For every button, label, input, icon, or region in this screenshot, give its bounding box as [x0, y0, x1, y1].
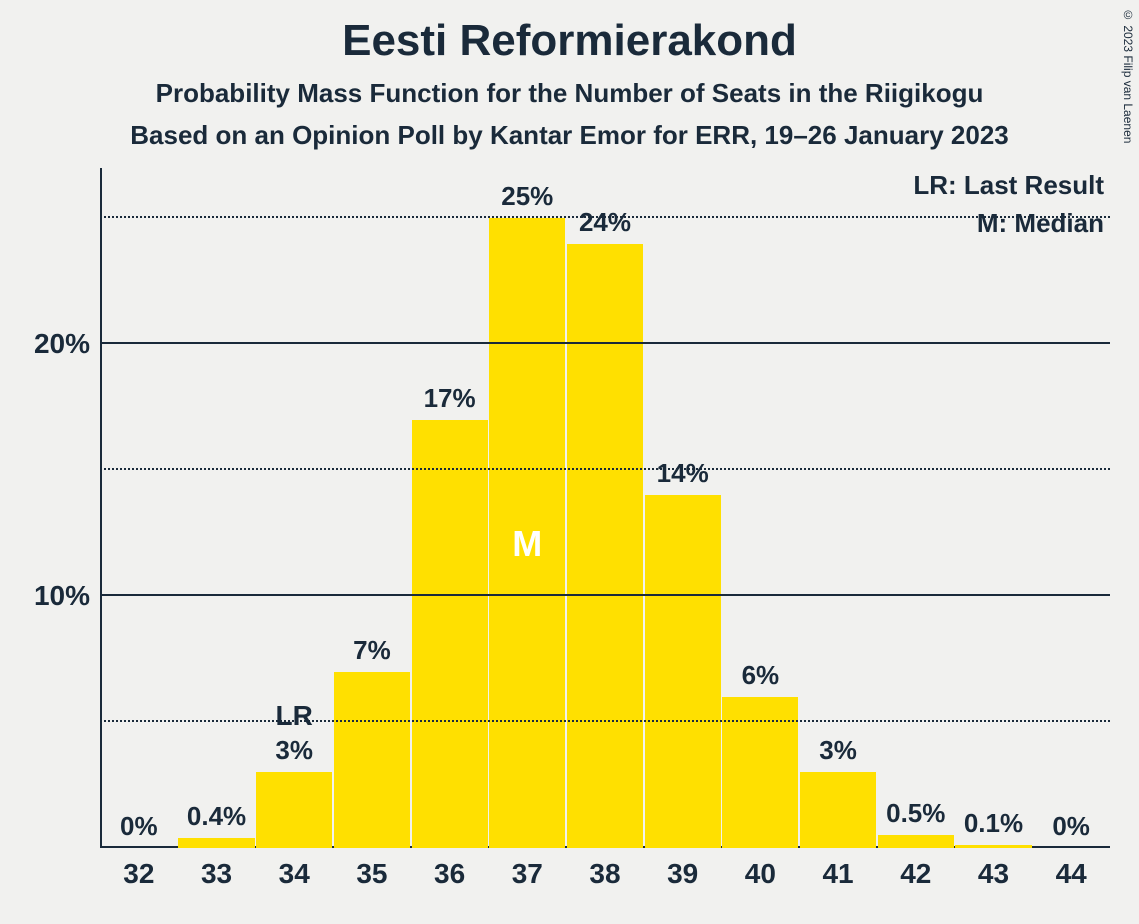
bar-value-label: 6%	[722, 660, 800, 691]
bar-slot: 25%M37	[488, 168, 566, 848]
bar-slot: 0.4%33	[178, 168, 256, 848]
copyright-text: © 2023 Filip van Laenen	[1121, 8, 1135, 143]
bar-value-label: 0%	[100, 811, 178, 842]
x-axis-label: 36	[411, 848, 489, 890]
grid-minor-line	[100, 216, 1110, 218]
x-axis-label: 40	[722, 848, 800, 890]
bar	[645, 495, 721, 848]
bar	[412, 420, 488, 848]
grid-major-line	[100, 594, 1110, 596]
bar	[178, 838, 254, 848]
median-mark: M	[488, 523, 566, 565]
x-axis-label: 37	[488, 848, 566, 890]
bar-value-label: 7%	[333, 635, 411, 666]
chart-subtitle-2: Based on an Opinion Poll by Kantar Emor …	[0, 120, 1139, 151]
bar-value-label: 14%	[644, 458, 722, 489]
x-axis-label: 43	[955, 848, 1033, 890]
bar-value-label: 0.1%	[955, 808, 1033, 839]
grid-minor-line	[100, 720, 1110, 722]
bar	[256, 772, 332, 848]
x-axis-label: 39	[644, 848, 722, 890]
bars-container: 0%320.4%333%LR347%3517%3625%M3724%3814%3…	[100, 168, 1110, 848]
legend-lr: LR: Last Result	[913, 170, 1104, 201]
chart-root: Eesti Reformierakond Probability Mass Fu…	[0, 0, 1139, 924]
x-axis-label: 41	[799, 848, 877, 890]
x-axis-label: 34	[255, 848, 333, 890]
x-axis-label: 44	[1032, 848, 1110, 890]
bar-value-label: 0%	[1032, 811, 1110, 842]
chart-subtitle-1: Probability Mass Function for the Number…	[0, 78, 1139, 109]
bar-value-label: 0.4%	[178, 801, 256, 832]
bar-value-label: 25%	[488, 181, 566, 212]
y-axis-label: 10%	[34, 580, 90, 612]
x-axis-label: 32	[100, 848, 178, 890]
bar-slot: 7%35	[333, 168, 411, 848]
bar-slot: 3%LR34	[255, 168, 333, 848]
bar-slot: 14%39	[644, 168, 722, 848]
x-axis-label: 38	[566, 848, 644, 890]
x-axis-label: 42	[877, 848, 955, 890]
bar-value-label: 0.5%	[877, 798, 955, 829]
plot-area: 0%320.4%333%LR347%3517%3625%M3724%3814%3…	[100, 168, 1110, 848]
bar-value-label: 24%	[566, 207, 644, 238]
bar	[567, 244, 643, 848]
bar-slot: 3%41	[799, 168, 877, 848]
bar-slot: 17%36	[411, 168, 489, 848]
bar-slot: 24%38	[566, 168, 644, 848]
bar	[334, 672, 410, 848]
grid-minor-line	[100, 468, 1110, 470]
bar-slot: 0.5%42	[877, 168, 955, 848]
lr-mark: LR	[255, 700, 333, 732]
x-axis-label: 35	[333, 848, 411, 890]
bar-slot: 0.1%43	[955, 168, 1033, 848]
y-axis-label: 20%	[34, 328, 90, 360]
legend-m: M: Median	[977, 208, 1104, 239]
x-axis-label: 33	[178, 848, 256, 890]
bar-value-label: 3%	[799, 735, 877, 766]
bar-slot: 0%44	[1032, 168, 1110, 848]
bar	[878, 835, 954, 848]
chart-title: Eesti Reformierakond	[0, 16, 1139, 66]
grid-major-line	[100, 342, 1110, 344]
bar-slot: 0%32	[100, 168, 178, 848]
bar-value-label: 17%	[411, 383, 489, 414]
bar	[800, 772, 876, 848]
bar-slot: 6%40	[722, 168, 800, 848]
bar-value-label: 3%	[255, 735, 333, 766]
